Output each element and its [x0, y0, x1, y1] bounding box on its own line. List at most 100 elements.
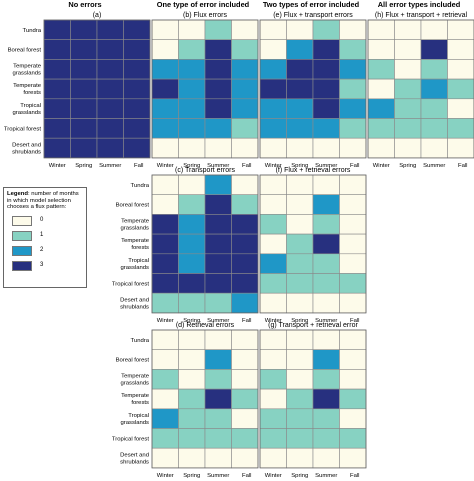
row-label: grasslands: [13, 110, 42, 116]
heatmap-cell: [151, 428, 179, 449]
heatmap-cell: [204, 59, 232, 80]
heatmap-cell: [420, 19, 448, 41]
legend-label-3: 3: [40, 261, 44, 268]
row-label: shrublands: [12, 149, 41, 155]
heatmap-cell: [312, 174, 340, 196]
heatmap-cell: [204, 408, 232, 429]
heatmap-cell: [231, 59, 259, 80]
x-tick-label: Spring: [183, 318, 200, 324]
row-label: Tropical forest: [112, 436, 149, 442]
heatmap-cell: [231, 388, 259, 410]
row-label: forests: [131, 245, 149, 251]
x-tick-label: Spring: [183, 163, 200, 169]
heatmap-cell: [151, 19, 179, 41]
heatmap-cell: [286, 137, 314, 159]
heatmap-cell: [151, 59, 179, 80]
heatmap-cell: [178, 19, 206, 41]
heatmap-cell: [231, 214, 259, 235]
heatmap-cell: [204, 214, 232, 235]
x-tick-label: Winter: [49, 163, 66, 169]
x-tick-label: Winter: [373, 163, 390, 169]
x-tick-label: Winter: [265, 473, 282, 479]
heatmap-cell: [286, 273, 314, 294]
heatmap-cell: [231, 39, 259, 60]
heatmap-cell: [259, 214, 287, 235]
heatmap-cell: [259, 59, 287, 80]
heatmap-cell: [204, 174, 232, 196]
heatmap-cell: [259, 78, 287, 100]
x-tick-label: Fall: [350, 473, 360, 479]
x-tick-label: Spring: [291, 163, 308, 169]
x-tick-label: Winter: [265, 163, 282, 169]
legend: Legend: number of months in which model …: [3, 187, 87, 288]
heatmap-cell: [367, 59, 395, 80]
heatmap-cell: [231, 194, 259, 215]
heatmap-cell: [178, 39, 206, 60]
heatmap-cell: [43, 39, 71, 60]
row-label: Boreal forest: [8, 48, 42, 54]
heatmap-cell: [367, 98, 395, 119]
heatmap-cell: [204, 19, 232, 41]
heatmap-cell: [339, 408, 367, 429]
column-header-no-errors: No errors: [68, 0, 102, 9]
heatmap-cell: [447, 39, 474, 60]
x-tick-label: Summer: [207, 163, 229, 169]
heatmap-cell: [312, 137, 340, 159]
x-tick-label: Summer: [207, 318, 229, 324]
legend-item-2: 2: [7, 245, 83, 260]
column-header-all-errors: All error types included: [377, 0, 461, 9]
heatmap-cell: [339, 137, 367, 159]
row-label: forests: [131, 400, 149, 406]
heatmap-cell: [259, 174, 287, 196]
heatmap-cell: [312, 59, 340, 80]
heatmap-cell: [123, 39, 151, 60]
heatmap-cell: [204, 118, 232, 139]
heatmap-cell: [286, 329, 314, 351]
legend-swatch-3: [12, 260, 32, 271]
heatmap-cell: [312, 194, 340, 215]
heatmap-cell: [151, 447, 179, 469]
panel-title: (e) Flux + transport errors: [273, 12, 353, 19]
heatmap-cell: [231, 349, 259, 370]
heatmap-cell: [178, 214, 206, 235]
row-label: shrublands: [120, 459, 149, 465]
heatmap-cell: [231, 273, 259, 294]
heatmap-cell: [367, 78, 395, 100]
legend-title-bold: Legend: [7, 191, 28, 197]
row-label: grasslands: [121, 265, 150, 271]
heatmap-cell: [312, 118, 340, 139]
heatmap-cell: [151, 118, 179, 139]
column-header-one-error: One type of error included: [156, 0, 250, 9]
row-label: Tropical: [20, 103, 41, 109]
x-tick-label: Summer: [207, 473, 229, 479]
heatmap-cell: [339, 329, 367, 351]
heatmap-cell: [339, 349, 367, 370]
heatmap-cell: [312, 329, 340, 351]
row-label: Desert and: [12, 142, 41, 148]
heatmap-cell: [204, 253, 232, 274]
heatmap-cell: [367, 19, 395, 41]
heatmap-cell: [43, 78, 71, 100]
heatmap-cell: [312, 408, 340, 429]
row-label: Tropical: [128, 413, 149, 419]
panel-title: (d) Retrieval errors: [176, 322, 235, 329]
heatmap-cell: [204, 349, 232, 370]
heatmap-cell: [312, 78, 340, 100]
x-tick-label: Summer: [423, 163, 445, 169]
heatmap-cell: [312, 388, 340, 410]
heatmap-cell: [231, 98, 259, 119]
row-label: Desert and: [120, 452, 149, 458]
heatmap-cell: [286, 118, 314, 139]
heatmap-cell: [312, 214, 340, 235]
heatmap-cell: [231, 19, 259, 41]
heatmap-cell: [70, 78, 98, 100]
heatmap-cell: [394, 59, 422, 80]
panel-title: (g) Transport + retrieval error: [268, 322, 358, 329]
heatmap-cell: [259, 194, 287, 215]
panel-frame: [43, 19, 151, 159]
x-tick-label: Fall: [134, 163, 144, 169]
heatmap-cell: [339, 233, 367, 255]
heatmap-cell: [70, 19, 98, 41]
heatmap-cell: [339, 447, 367, 469]
x-tick-label: Spring: [75, 163, 92, 169]
